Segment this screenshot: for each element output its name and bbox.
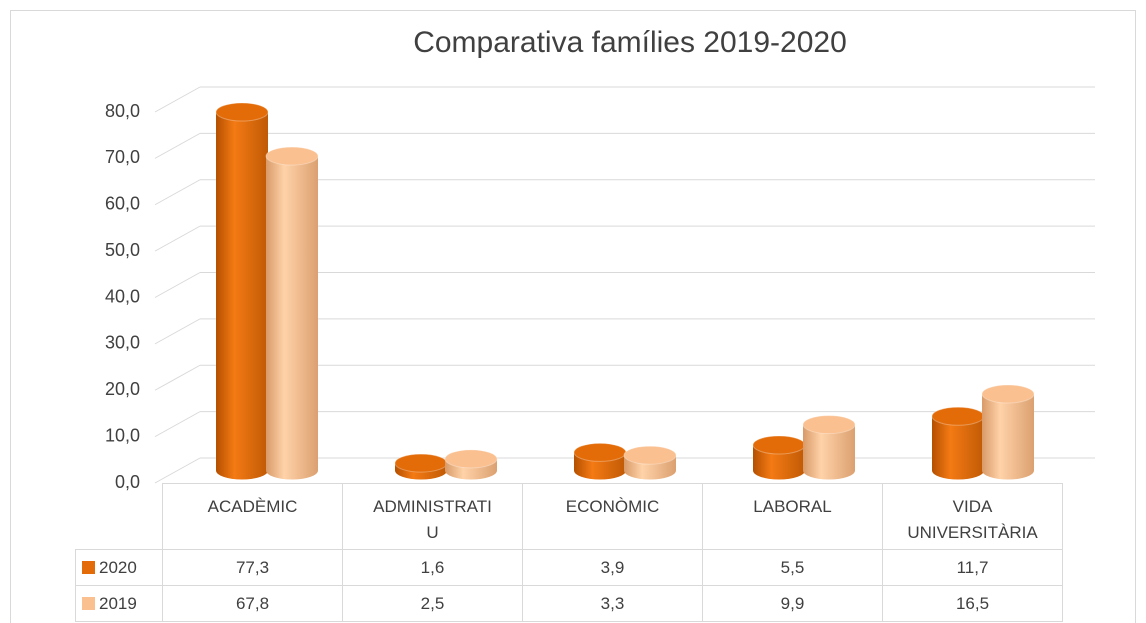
data-label: 5,5: [702, 549, 883, 586]
data-label: 16,5: [882, 585, 1063, 622]
y-tick-label: 30,0: [105, 333, 140, 353]
legend-swatch: [82, 560, 95, 574]
category-cell: ACADÈMIC: [162, 483, 343, 550]
x-tick-label: ACADÈMIC: [207, 497, 298, 516]
bar-body: [803, 424, 855, 480]
y-tick-label: 60,0: [105, 194, 140, 214]
y-tick-label: 20,0: [105, 379, 140, 399]
data-label: 3,3: [522, 585, 703, 622]
category-cell: ECONÒMIC: [522, 483, 703, 550]
bar: [802, 415, 856, 480]
chart-title: Comparativa famílies 2019-2020: [413, 26, 847, 59]
bar: [444, 449, 498, 480]
chart-border: [10, 10, 1136, 623]
bar: [981, 384, 1035, 480]
category-cell: ADMINISTRATIU: [342, 483, 523, 550]
y-tick-label: 10,0: [105, 425, 140, 445]
data-table: ACADÈMIC ADMINISTRATIU ECONÒMIC LABORAL VIDA…: [75, 483, 1063, 622]
x-tick-label: VIDA UNIVERSITÀRIA: [907, 497, 1038, 542]
bar-top: [981, 384, 1035, 404]
bar-top: [394, 453, 448, 473]
grid-line: [154, 179, 201, 206]
legend-swatch: [82, 596, 95, 610]
data-label: 11,7: [882, 549, 1063, 586]
bar-body: [982, 393, 1034, 480]
x-tick-label: ECONÒMIC: [565, 497, 660, 516]
grid-line: [154, 132, 201, 159]
bar-top: [215, 102, 269, 122]
bar: [215, 102, 269, 480]
grid-line: [154, 364, 201, 391]
x-tick-label: LABORAL: [753, 497, 832, 516]
category-cell: VIDA UNIVERSITÀRIA: [882, 483, 1063, 550]
legend-cell: 2019: [75, 585, 163, 622]
grid-line: [154, 86, 201, 113]
bar: [931, 406, 985, 480]
bar-body: [266, 156, 318, 480]
data-label: 1,6: [342, 549, 523, 586]
y-tick-label: 40,0: [105, 286, 140, 306]
grid-line: [154, 272, 201, 298]
grid-line: [154, 225, 201, 252]
y-tick-label: 50,0: [105, 240, 140, 260]
bar-top: [752, 435, 806, 455]
legend-cell: 2020: [75, 549, 163, 586]
grid-line: [154, 318, 201, 345]
bar-body: [216, 112, 268, 480]
bar: [623, 445, 677, 480]
bar-top: [931, 406, 985, 426]
y-tick-label: 70,0: [105, 147, 140, 167]
bar-top: [802, 415, 856, 435]
x-tick-label: ADMINISTRATIU: [373, 497, 492, 542]
bar-body: [932, 416, 984, 480]
grid-line: [154, 457, 201, 484]
bar: [752, 435, 806, 480]
bar-top: [265, 146, 319, 166]
legend-label: 2019: [99, 593, 137, 613]
data-label: 9,9: [702, 585, 883, 622]
bar: [394, 453, 448, 480]
data-label: 2,5: [342, 585, 523, 622]
data-label: 77,3: [162, 549, 343, 586]
data-label: 3,9: [522, 549, 703, 586]
bar-top: [623, 445, 677, 465]
legend-label: 2020: [99, 557, 137, 577]
category-cell: LABORAL: [702, 483, 883, 550]
bar-top: [444, 449, 498, 469]
bar-top: [573, 442, 627, 462]
data-label: 67,8: [162, 585, 343, 622]
bar: [265, 146, 319, 480]
y-tick-label: 80,0: [105, 101, 140, 121]
grid-line: [154, 411, 201, 438]
bar: [573, 442, 627, 480]
bar-body: [753, 444, 805, 480]
